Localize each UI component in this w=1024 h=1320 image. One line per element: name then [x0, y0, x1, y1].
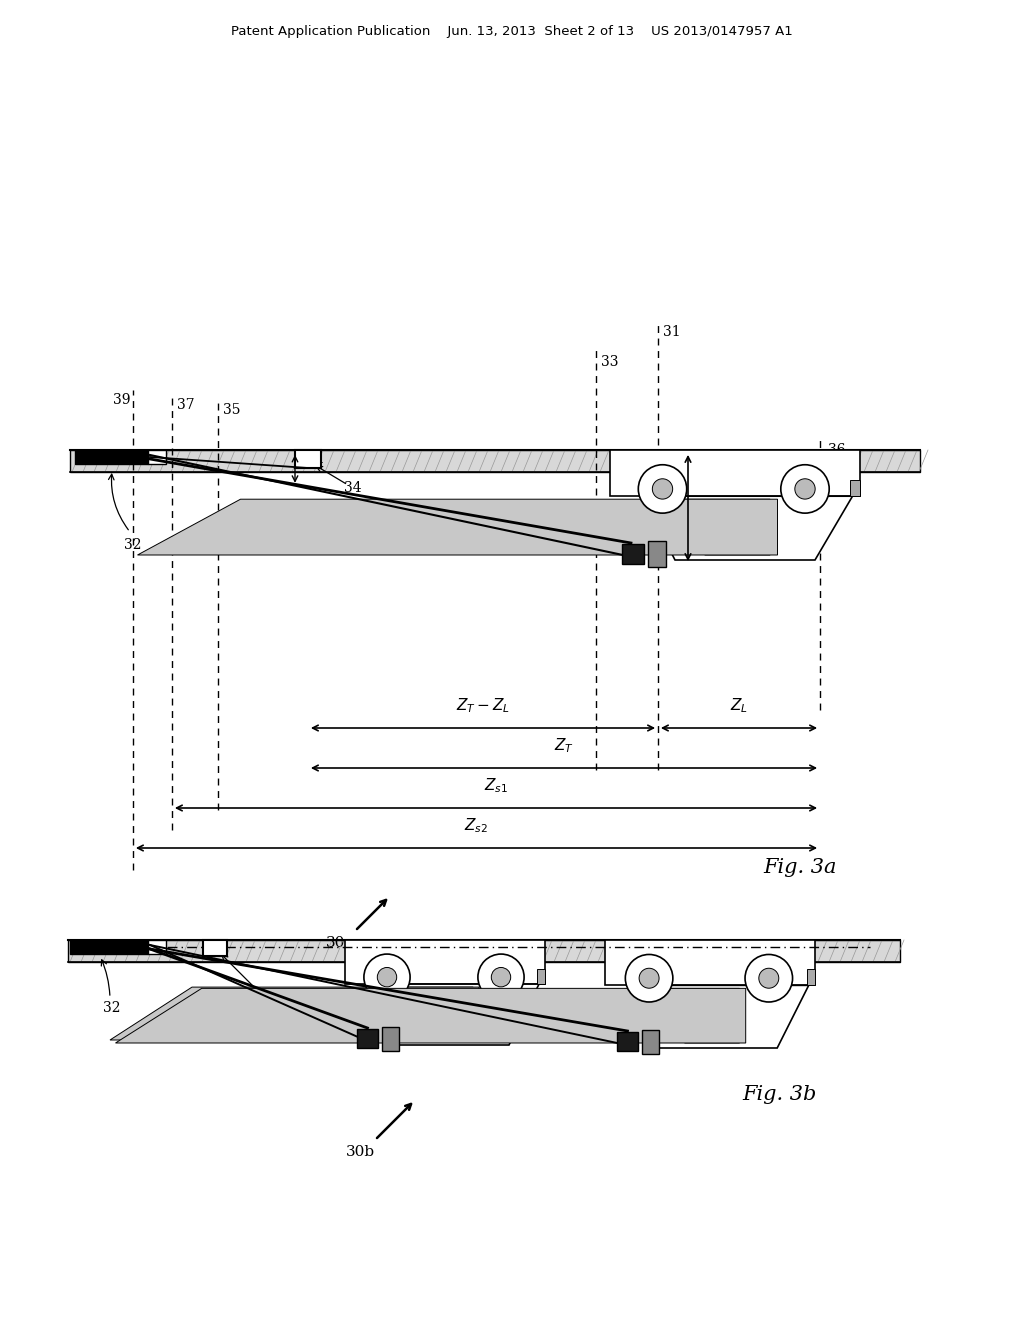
- Bar: [537, 969, 545, 985]
- Text: $H_T$: $H_T$: [305, 454, 325, 473]
- Polygon shape: [110, 987, 479, 1040]
- Circle shape: [780, 465, 829, 513]
- Text: 30b: 30b: [345, 1144, 375, 1159]
- Text: 35: 35: [223, 403, 241, 417]
- Text: $H_L$: $H_L$: [698, 499, 716, 517]
- Text: 30a: 30a: [326, 936, 354, 950]
- Bar: [610, 450, 860, 496]
- Circle shape: [745, 954, 793, 1002]
- Text: Patent Application Publication    Jun. 13, 2013  Sheet 2 of 13    US 2013/014795: Patent Application Publication Jun. 13, …: [231, 25, 793, 38]
- Text: 12: 12: [358, 987, 376, 1001]
- Circle shape: [795, 479, 815, 499]
- Bar: [345, 940, 545, 985]
- Polygon shape: [137, 499, 777, 554]
- Text: 34: 34: [344, 480, 361, 495]
- Text: 34: 34: [254, 987, 271, 1002]
- Text: 31: 31: [663, 325, 681, 339]
- Circle shape: [478, 954, 524, 1001]
- Text: Fig. 3a: Fig. 3a: [763, 858, 837, 876]
- Bar: [68, 940, 900, 962]
- Circle shape: [364, 954, 410, 1001]
- Polygon shape: [662, 989, 739, 1043]
- Polygon shape: [632, 985, 809, 1048]
- Text: Fig. 3b: Fig. 3b: [742, 1085, 817, 1104]
- Text: $Z_T-Z_L$: $Z_T-Z_L$: [456, 697, 510, 715]
- Bar: [617, 1032, 638, 1051]
- Bar: [807, 969, 815, 985]
- Bar: [203, 940, 227, 956]
- Circle shape: [638, 465, 687, 513]
- Text: 32: 32: [103, 1001, 121, 1015]
- Text: 36: 36: [481, 995, 499, 1008]
- Polygon shape: [642, 496, 853, 560]
- Text: 39: 39: [113, 393, 130, 407]
- Bar: [357, 1030, 378, 1048]
- Circle shape: [759, 969, 779, 989]
- Polygon shape: [116, 989, 745, 1043]
- Bar: [148, 940, 166, 954]
- Bar: [648, 541, 666, 568]
- Bar: [148, 450, 166, 465]
- Text: 36: 36: [828, 444, 846, 457]
- Bar: [295, 450, 321, 469]
- Bar: [70, 940, 148, 954]
- Bar: [70, 450, 920, 473]
- Circle shape: [639, 969, 659, 989]
- Text: 18: 18: [396, 987, 414, 1001]
- Text: 12: 12: [625, 500, 642, 513]
- Text: $Z_{s1}$: $Z_{s1}$: [484, 776, 508, 795]
- Text: 12: 12: [618, 990, 636, 1005]
- Text: $Z_T$: $Z_T$: [554, 737, 574, 755]
- Bar: [850, 480, 860, 496]
- Text: 18: 18: [656, 990, 674, 1005]
- Circle shape: [652, 479, 673, 499]
- Circle shape: [492, 968, 511, 987]
- Text: 18: 18: [665, 500, 682, 513]
- Bar: [642, 1030, 659, 1053]
- Circle shape: [626, 954, 673, 1002]
- Text: 33: 33: [601, 355, 618, 370]
- Text: 37: 37: [177, 399, 195, 412]
- Bar: [605, 940, 815, 985]
- Text: $Z_L$: $Z_L$: [730, 697, 749, 715]
- Bar: [75, 450, 148, 465]
- Bar: [622, 544, 644, 564]
- Polygon shape: [399, 987, 473, 1040]
- Text: 32: 32: [124, 539, 141, 552]
- Polygon shape: [677, 499, 770, 554]
- Bar: [382, 1027, 399, 1051]
- Polygon shape: [371, 985, 539, 1045]
- Text: $Z_{s2}$: $Z_{s2}$: [465, 816, 488, 836]
- Circle shape: [377, 968, 396, 987]
